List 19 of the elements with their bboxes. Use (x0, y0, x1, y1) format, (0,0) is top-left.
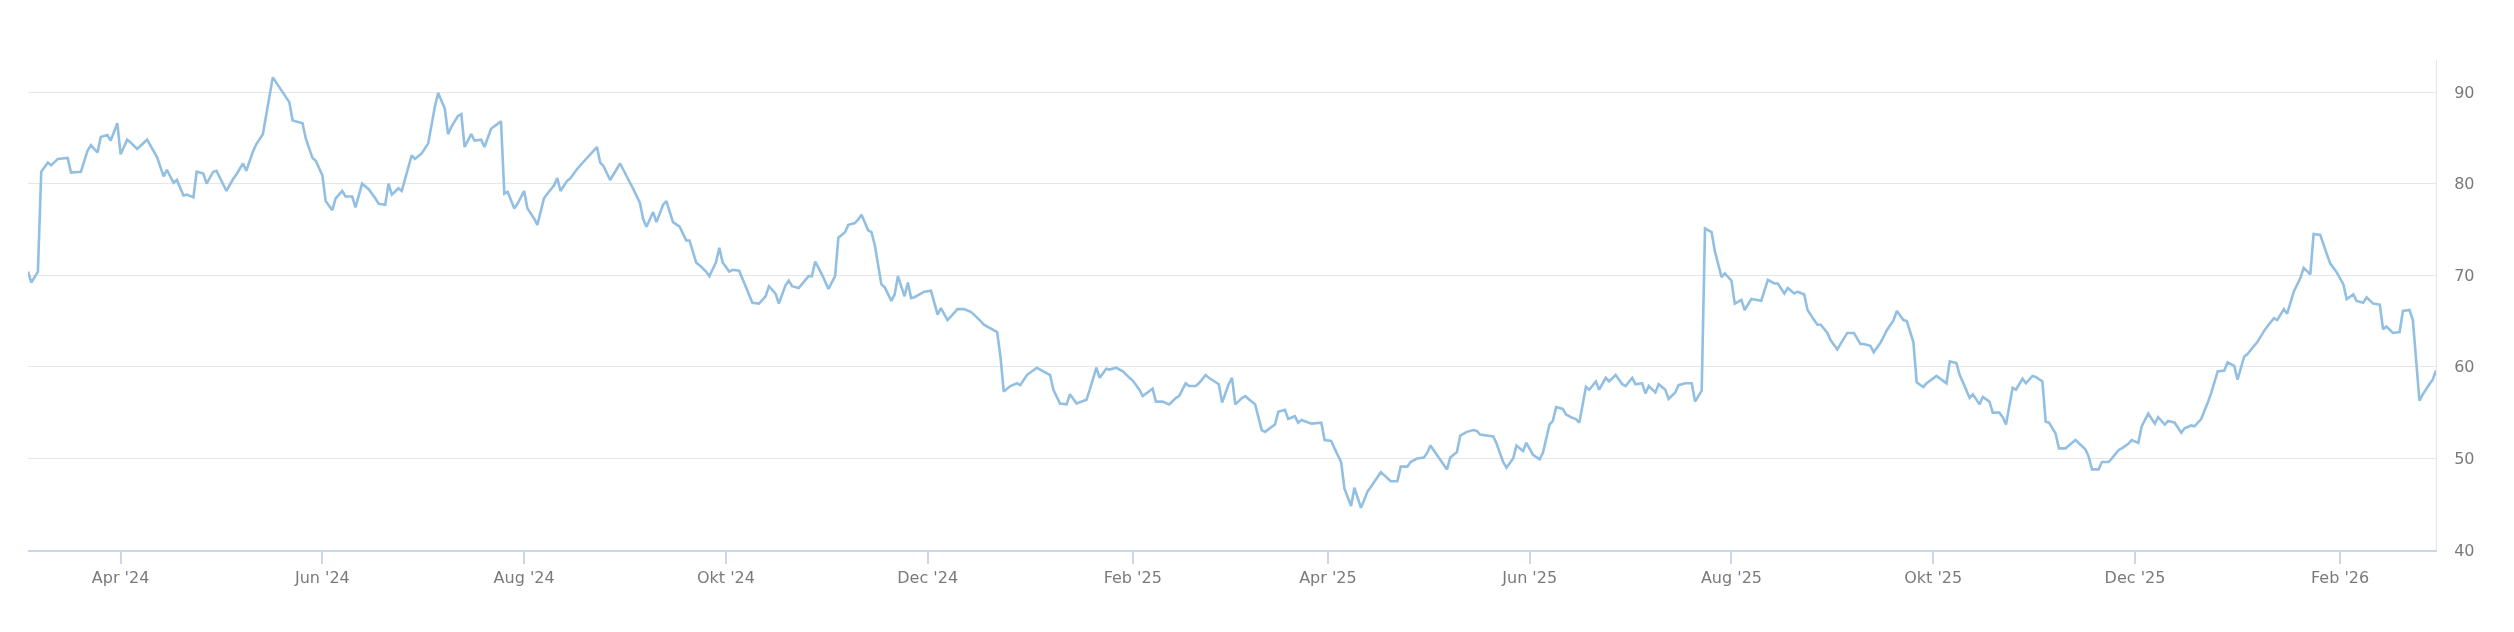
x-tick-label: Jun '25 (1501, 567, 1558, 587)
x-tick-label: Feb '25 (1103, 567, 1162, 587)
x-tick-label: Dec '24 (897, 567, 959, 587)
y-tick-label: 60 (2454, 357, 2475, 377)
x-tick-label: Apr '25 (1299, 567, 1357, 587)
y-tick-label: 40 (2454, 540, 2475, 560)
x-tick-label: Okt '24 (696, 567, 755, 587)
x-tick-label: Dec '25 (2104, 567, 2166, 587)
x-tick-label: Okt '25 (1904, 567, 1963, 587)
x-tick-label: Aug '25 (1700, 567, 1763, 587)
x-tick-label: Apr '24 (91, 567, 150, 587)
y-tick-label: 80 (2454, 174, 2475, 194)
y-tick-label: 70 (2454, 265, 2475, 285)
x-tick-label: Feb '26 (2310, 567, 2370, 587)
y-tick-label: 90 (2454, 82, 2475, 102)
x-tick-label: Jun '24 (293, 567, 350, 587)
line-series (28, 76, 2436, 510)
x-tick-label: Aug '24 (493, 567, 555, 587)
y-tick-label: 50 (2454, 449, 2475, 469)
